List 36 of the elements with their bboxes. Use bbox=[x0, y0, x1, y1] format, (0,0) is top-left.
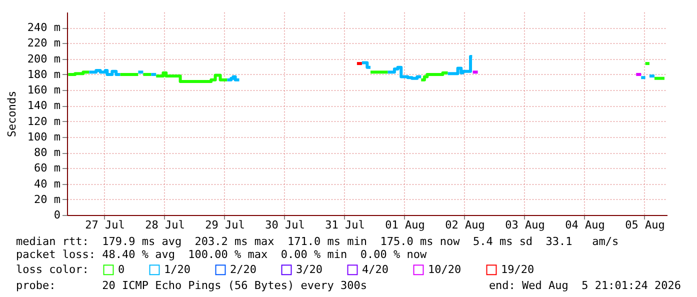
x-tick-label: 27 Jul bbox=[85, 218, 125, 232]
y-tick-label: 200 m bbox=[27, 52, 61, 66]
x-tick-label: 04 Aug bbox=[565, 218, 605, 232]
x-tick-label: 28 Jul bbox=[145, 218, 185, 232]
x-tick-label: 01 Aug bbox=[385, 218, 425, 232]
x-tick-label: 02 Aug bbox=[445, 218, 485, 232]
legend-title: loss color: bbox=[16, 263, 89, 276]
x-tick-label: 05 Aug bbox=[625, 218, 665, 232]
x-tick-label: 31 Jul bbox=[325, 218, 365, 232]
y-tick-label: 20 m bbox=[34, 192, 61, 206]
y-tick-label: 140 m bbox=[27, 99, 61, 112]
y-tick-label: 180 m bbox=[27, 68, 61, 81]
text: packet loss: 48.40 % avg 100.00 % max 0.00 % min 0.00 % now bbox=[16, 248, 427, 261]
text: end: Wed Aug 5 21:01:24 2026 bbox=[488, 279, 681, 292]
y-tick-label: 60 m bbox=[34, 162, 61, 175]
y-tick-label: 240 m bbox=[27, 21, 61, 34]
legend-label: 19/20 bbox=[501, 262, 534, 276]
x-tick-label: 30 Jul bbox=[265, 218, 305, 232]
text: probe: 20 ICMP Echo Pings (56 Bytes) every 300s bbox=[16, 279, 367, 292]
y-tick-label: 0 bbox=[54, 208, 60, 222]
legend-label: 4/20 bbox=[362, 262, 388, 276]
legend-label: 10/20 bbox=[428, 262, 462, 276]
legend-label: 3/20 bbox=[296, 262, 322, 276]
y-tick-label: 120 m bbox=[27, 114, 61, 128]
legend-label: 0 bbox=[118, 262, 125, 276]
text: median rtt: 179.9 ms avg 203.2 ms max 171.0 ms min 175.0 ms now 5.4 ms sd 33.1 am/s bbox=[16, 235, 619, 248]
y-tick-label: 100 m bbox=[27, 130, 61, 144]
y-axis-title: Seconds bbox=[5, 90, 18, 138]
x-tick-label: 03 Aug bbox=[505, 218, 545, 232]
legend-label: 1/20 bbox=[164, 262, 190, 276]
legend-label: 2/20 bbox=[230, 262, 256, 276]
y-tick-label: 40 m bbox=[34, 177, 61, 190]
x-tick-label: 29 Jul bbox=[205, 218, 245, 232]
y-tick-label: 220 m bbox=[27, 36, 61, 50]
y-tick-label: 160 m bbox=[27, 84, 61, 97]
y-tick-label: 80 m bbox=[34, 146, 61, 160]
